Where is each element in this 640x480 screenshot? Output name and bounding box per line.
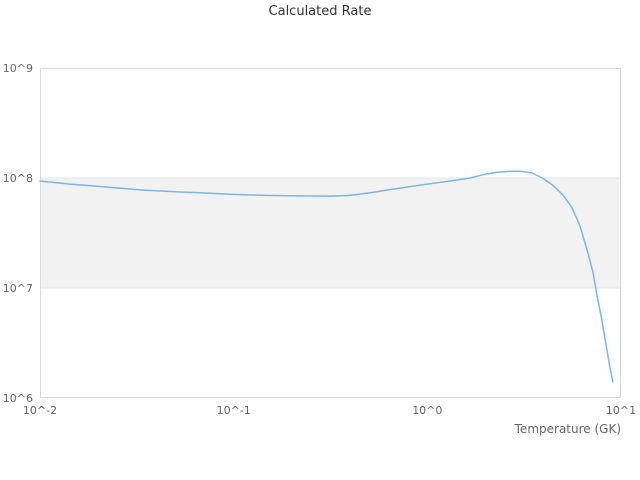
x-tick-label: 10^-2 xyxy=(23,404,57,417)
y-tick-label: 10^7 xyxy=(3,282,33,295)
x-axis-title: Temperature (GK) xyxy=(514,422,621,436)
x-tick-label: 10^0 xyxy=(412,404,442,417)
x-tick-label: 10^-1 xyxy=(217,404,251,417)
y-tick-label: 10^6 xyxy=(3,392,33,405)
rate-curve xyxy=(39,170,614,383)
y-tick-label: 10^9 xyxy=(3,62,33,75)
x-tick-label: 10^1 xyxy=(606,404,636,417)
chart-title: Calculated Rate xyxy=(268,4,372,19)
y-tick-label: 10^8 xyxy=(3,172,33,185)
alternating-grid-band xyxy=(40,178,621,288)
plot-border xyxy=(40,68,621,398)
